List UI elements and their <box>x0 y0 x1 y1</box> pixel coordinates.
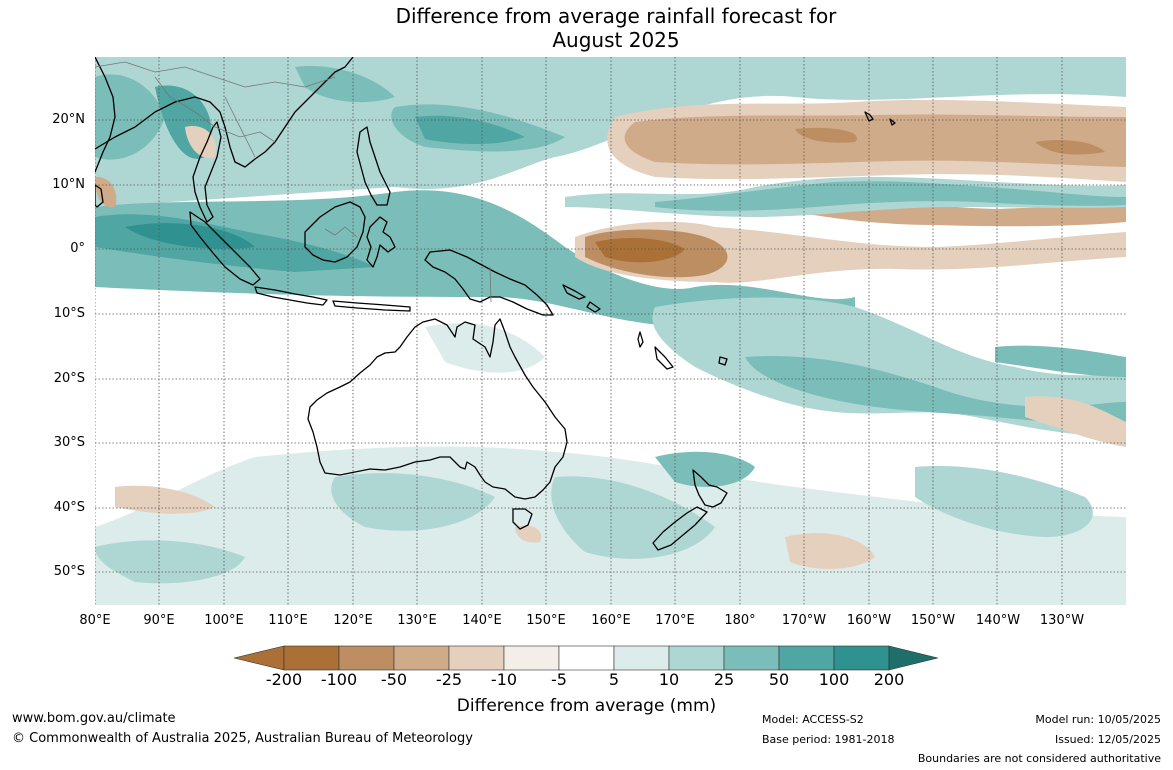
colorbar-segment-5 <box>503 645 560 671</box>
rainfall-anomaly-fields <box>95 57 1126 605</box>
philippines-outline <box>356 126 391 206</box>
lon-label-170e: 170°E <box>655 613 695 628</box>
lat-label-30s: 30°S <box>53 435 85 450</box>
lon-label-160w: 160°W <box>846 613 892 628</box>
colorbar-label: 50 <box>768 670 790 689</box>
new-zealand-outline <box>652 469 728 551</box>
title-line-1: Difference from average rainfall forecas… <box>395 4 837 28</box>
title-line-2: August 2025 <box>552 28 680 52</box>
model-run-text: Model run: 10/05/2025 <box>1035 713 1161 726</box>
lat-label-20n: 20°N <box>52 112 85 127</box>
lon-label-80e: 80°E <box>79 613 111 628</box>
lon-label-110e: 110°E <box>268 613 308 628</box>
colorbar-segment-9 <box>723 645 780 671</box>
colorbar-label: -10 <box>490 670 518 689</box>
graticule <box>95 57 1126 605</box>
colorbar-segment-11 <box>833 645 890 671</box>
boundaries-disclaimer: Boundaries are not considered authoritat… <box>917 752 1161 765</box>
colorbar <box>233 645 939 671</box>
colorbar-label: -100 <box>320 670 358 689</box>
sri-lanka-outline <box>95 184 104 208</box>
colorbar-segment-2 <box>338 645 395 671</box>
lat-label-0: 0° <box>70 241 85 256</box>
colorbar-segment-1 <box>283 645 340 671</box>
lon-label-130e: 130°E <box>397 613 437 628</box>
borneo-outline <box>304 201 366 263</box>
lon-label-160e: 160°E <box>591 613 631 628</box>
java-outline <box>254 286 411 312</box>
coastlines <box>95 57 896 551</box>
colorbar-label: 100 <box>818 670 850 689</box>
lon-label-130w: 130°W <box>1039 613 1085 628</box>
sumatra-outline <box>189 211 261 286</box>
lon-label-140w: 140°W <box>975 613 1021 628</box>
lon-label-150w: 150°W <box>910 613 956 628</box>
colorbar-label: -5 <box>551 670 567 689</box>
sulawesi-outline <box>366 216 396 268</box>
issued-text: Issued: 12/05/2025 <box>1054 733 1161 746</box>
lon-label-170w: 170°W <box>781 613 827 628</box>
colorbar-high-arrow <box>888 645 939 671</box>
base-period-text: Base period: 1981-2018 <box>762 733 895 746</box>
tasmania-outline <box>512 508 533 530</box>
colorbar-label: 10 <box>658 670 680 689</box>
forecast-map <box>95 57 1126 605</box>
lon-label-120e: 120°E <box>333 613 373 628</box>
lon-label-180: 180° <box>724 613 756 628</box>
lon-label-100e: 100°E <box>204 613 244 628</box>
chart-title: Difference from average rainfall forecas… <box>0 4 1173 52</box>
lat-label-40s: 40°S <box>53 500 85 515</box>
lat-label-20s: 20°S <box>53 371 85 386</box>
country-borders <box>95 61 492 303</box>
lat-label-10n: 10°N <box>52 177 85 192</box>
map-svg <box>95 57 1126 605</box>
india-outline <box>95 57 116 173</box>
colorbar-label: -25 <box>435 670 463 689</box>
colorbar-segment-7 <box>613 645 670 671</box>
mainland-asia-outline <box>95 57 354 223</box>
colorbar-low-arrow <box>233 645 285 671</box>
colorbar-label: 25 <box>713 670 735 689</box>
lon-label-150e: 150°E <box>526 613 566 628</box>
lat-label-10s: 10°S <box>53 306 85 321</box>
copyright-text: © Commonwealth of Australia 2025, Austra… <box>12 731 473 746</box>
colorbar-label: 200 <box>873 670 905 689</box>
australia-outline <box>307 318 568 500</box>
colorbar-segment-3 <box>393 645 450 671</box>
colorbar-label: -200 <box>265 670 303 689</box>
colorbar-label: -50 <box>380 670 408 689</box>
website-link[interactable]: www.bom.gov.au/climate <box>12 711 176 726</box>
model-text: Model: ACCESS-S2 <box>762 713 864 726</box>
colorbar-segment-4 <box>448 645 505 671</box>
colorbar-segment-8 <box>668 645 725 671</box>
colorbar-title: Difference from average (mm) <box>456 696 717 716</box>
lon-label-90e: 90°E <box>143 613 175 628</box>
lat-label-50s: 50°S <box>53 564 85 579</box>
colorbar-label: 5 <box>608 670 620 689</box>
lon-label-140e: 140°E <box>462 613 502 628</box>
colorbar-segment-6 <box>558 645 615 671</box>
colorbar-segment-10 <box>778 645 835 671</box>
